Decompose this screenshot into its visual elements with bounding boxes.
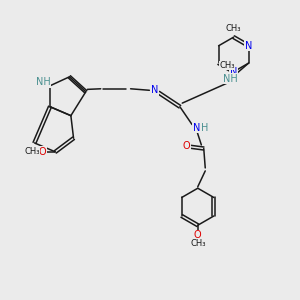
Text: NH: NH [223, 74, 238, 84]
Text: CH₃: CH₃ [226, 24, 242, 33]
Text: N: N [245, 41, 252, 51]
Text: N: N [151, 85, 158, 95]
Text: CH₃: CH₃ [190, 239, 206, 248]
Text: CH₃: CH₃ [219, 61, 235, 70]
Text: N: N [193, 123, 200, 133]
Text: H: H [201, 123, 208, 133]
Text: O: O [39, 147, 46, 157]
Text: N: N [230, 67, 237, 77]
Text: O: O [183, 140, 190, 151]
Text: O: O [194, 230, 202, 240]
Text: CH₃: CH₃ [24, 147, 40, 156]
Text: NH: NH [36, 77, 51, 87]
